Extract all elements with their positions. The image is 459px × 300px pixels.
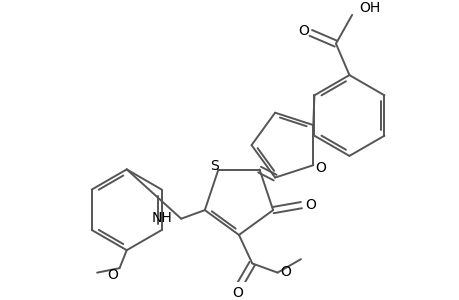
Text: O: O — [297, 24, 308, 38]
Text: O: O — [280, 265, 291, 279]
Text: NH: NH — [151, 211, 172, 225]
Text: S: S — [210, 159, 218, 173]
Text: O: O — [106, 268, 118, 282]
Text: O: O — [314, 161, 325, 175]
Text: O: O — [232, 286, 243, 300]
Text: O: O — [304, 198, 315, 212]
Text: OH: OH — [358, 1, 380, 15]
